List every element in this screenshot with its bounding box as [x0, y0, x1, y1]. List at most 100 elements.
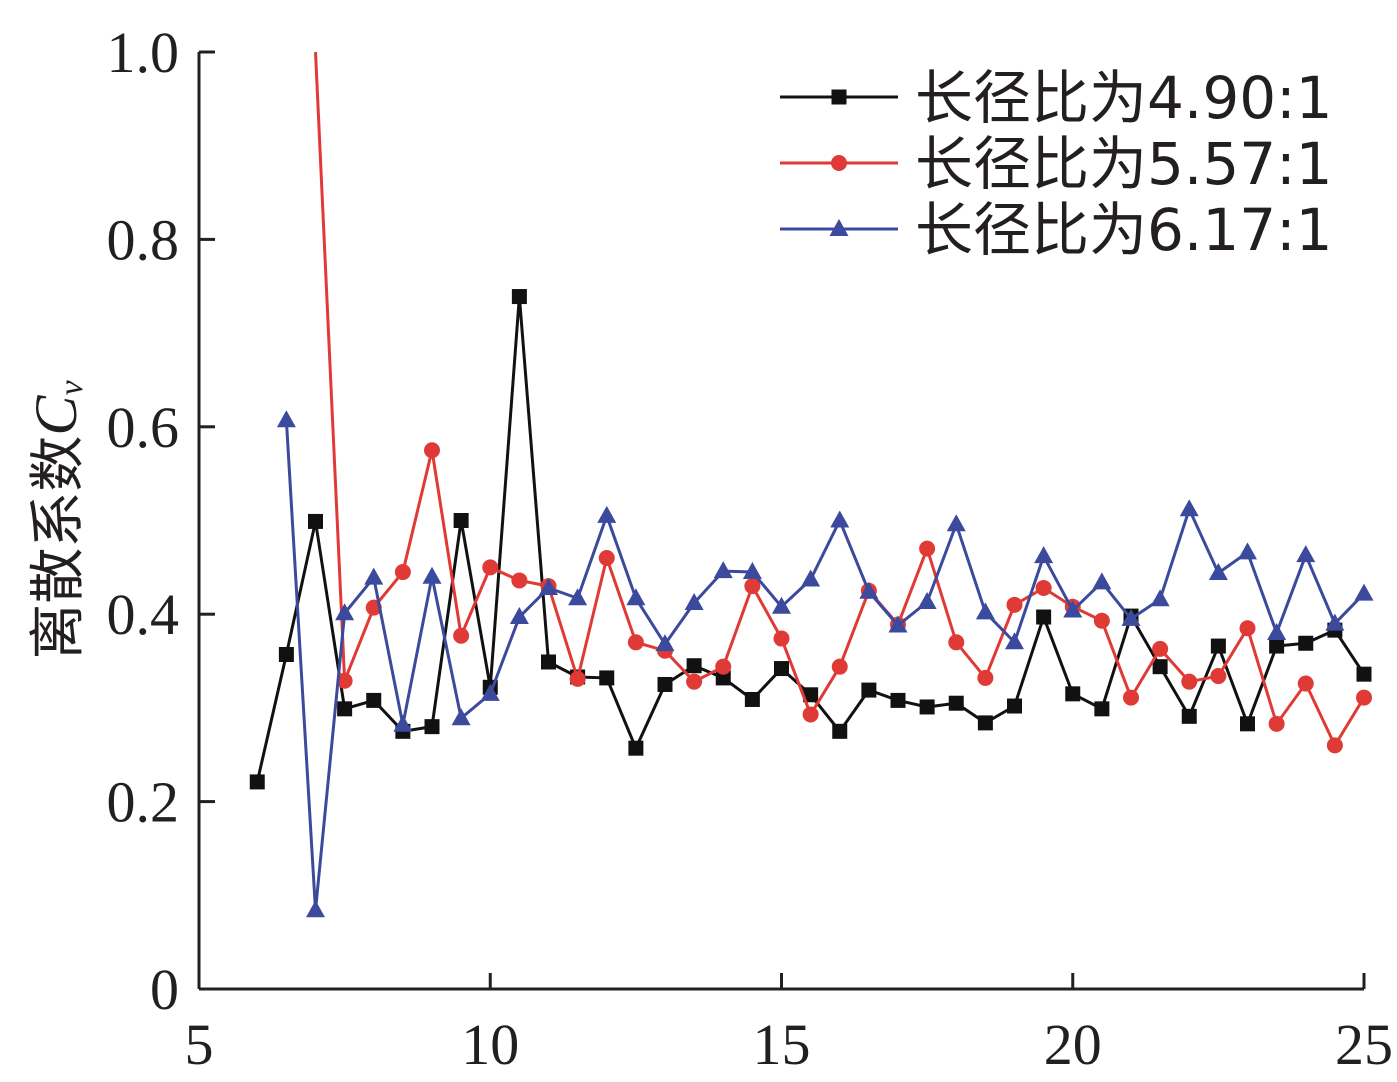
ticks: 5 10 15 20 25 0 0.2 0.4 0.6 0.8 1.0: [107, 20, 1394, 1077]
data-point: [684, 592, 704, 610]
data-point: [715, 670, 731, 686]
data-point: [1181, 673, 1198, 690]
data-point: [568, 588, 588, 606]
data-point: [278, 646, 294, 662]
legend-marker: [829, 219, 849, 236]
data-point: [1238, 542, 1257, 560]
data-point: [628, 740, 644, 756]
data-point: [1123, 689, 1139, 706]
series-2: [314, 51, 1372, 754]
data-point: [511, 289, 527, 305]
legend-label: 长径比为4.90:1: [915, 64, 1333, 132]
svg-text:离散系数Cv: 离散系数Cv: [23, 380, 91, 660]
series-line: [284, 420, 1366, 911]
y-axis-symbol: C: [23, 395, 89, 436]
data-point: [1007, 698, 1022, 714]
data-point: [539, 577, 558, 595]
legend-marker: [831, 89, 847, 105]
data-point: [1006, 596, 1023, 613]
data-point: [917, 592, 937, 610]
data-point: [1065, 686, 1081, 702]
data-point: [832, 723, 848, 739]
data-point: [1210, 638, 1226, 654]
data-point: [598, 549, 615, 566]
data-point: [1354, 583, 1374, 601]
series-1: [249, 289, 1372, 790]
data-point: [1240, 716, 1255, 732]
data-point: [948, 634, 965, 651]
data-point: [977, 715, 993, 731]
data-point: [1267, 622, 1287, 640]
data-point: [1296, 545, 1316, 563]
data-point: [948, 695, 964, 711]
legend-entry: 长径比为5.57:1: [780, 130, 1333, 198]
data-point: [830, 510, 850, 528]
data-point: [453, 513, 469, 528]
data-point: [306, 900, 325, 918]
data-point: [831, 658, 848, 675]
data-point: [1326, 737, 1343, 754]
x-tick-label: 15: [753, 1012, 811, 1077]
data-point: [1208, 562, 1228, 580]
data-point: [744, 578, 761, 595]
y-axis-subscript: v: [53, 380, 90, 396]
data-point: [1210, 668, 1227, 685]
data-point: [308, 513, 323, 529]
data-point: [686, 673, 703, 690]
y-tick-label: 0.4: [107, 582, 180, 647]
data-point: [1094, 701, 1110, 717]
data-point: [1297, 675, 1314, 692]
data-point: [509, 607, 529, 625]
data-point: [773, 630, 790, 647]
data-point: [888, 615, 908, 633]
data-point: [802, 706, 819, 723]
data-point: [1152, 640, 1169, 657]
data-point: [1036, 609, 1052, 625]
data-point: [1269, 638, 1285, 654]
data-point: [337, 701, 353, 717]
x-tick-label: 5: [185, 1012, 214, 1077]
data-point: [657, 676, 673, 692]
data-point: [393, 714, 413, 732]
data-point: [599, 670, 615, 686]
data-point: [1092, 572, 1112, 590]
data-point: [1152, 659, 1168, 675]
data-point: [859, 581, 879, 599]
legend-label: 长径比为6.17:1: [915, 196, 1333, 264]
series-3: [276, 410, 1374, 918]
data-point: [276, 410, 296, 428]
data-point: [482, 559, 499, 576]
legend-marker: [831, 155, 847, 171]
data-point: [919, 699, 935, 715]
data-point: [366, 692, 382, 708]
data-point: [1063, 600, 1083, 618]
data-point: [1356, 666, 1372, 682]
data-point: [686, 658, 702, 674]
series-layer: [249, 51, 1374, 918]
data-point: [919, 540, 936, 557]
data-point: [742, 562, 762, 580]
x-tick-label: 20: [1044, 1012, 1102, 1077]
data-point: [1093, 612, 1110, 629]
data-point: [744, 691, 760, 707]
data-point: [541, 654, 556, 670]
data-point: [453, 627, 470, 644]
data-point: [451, 708, 471, 726]
data-point: [424, 719, 440, 735]
data-point: [569, 670, 586, 687]
data-point: [364, 567, 384, 585]
data-point: [713, 561, 733, 579]
legend-entry: 长径比为4.90:1: [780, 64, 1333, 132]
data-point: [394, 564, 411, 581]
data-point: [774, 661, 789, 677]
y-axis-label: 离散系数: [26, 436, 91, 660]
data-point: [336, 672, 353, 689]
legend-label: 长径比为5.57:1: [915, 130, 1333, 198]
data-point: [1181, 708, 1197, 724]
data-point: [803, 687, 819, 703]
data-point: [511, 572, 528, 589]
y-axis-title: 离散系数Cv: [23, 380, 91, 660]
data-point: [626, 588, 646, 606]
data-point: [1239, 620, 1256, 637]
